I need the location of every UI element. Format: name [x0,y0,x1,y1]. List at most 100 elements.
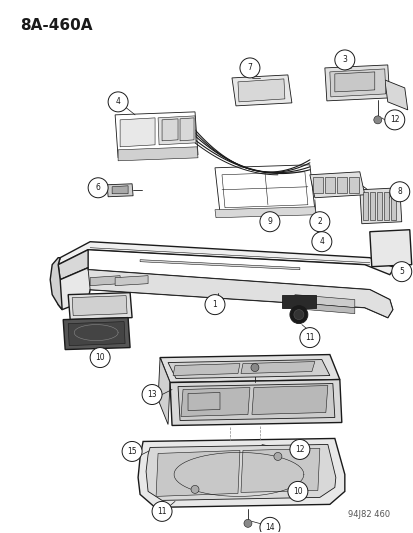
Polygon shape [237,79,284,102]
Polygon shape [180,118,194,141]
Circle shape [389,182,409,202]
Circle shape [299,328,319,348]
Text: 11: 11 [304,333,314,342]
Text: 12: 12 [294,445,304,454]
Circle shape [259,518,279,533]
Polygon shape [140,260,299,270]
Polygon shape [178,384,334,421]
Polygon shape [173,364,240,376]
Polygon shape [312,177,322,193]
Circle shape [90,348,110,368]
Circle shape [289,305,307,324]
Polygon shape [359,188,401,224]
Polygon shape [120,118,155,147]
Polygon shape [334,72,374,92]
Polygon shape [348,177,358,193]
Polygon shape [138,439,344,507]
Polygon shape [294,295,354,308]
Polygon shape [369,192,374,220]
Circle shape [311,232,331,252]
Polygon shape [90,276,120,286]
Circle shape [259,212,279,232]
Polygon shape [384,80,407,110]
Polygon shape [107,184,133,197]
Polygon shape [294,303,354,313]
Text: 1: 1 [212,300,217,309]
Circle shape [289,440,309,459]
Circle shape [384,110,404,130]
Text: 10: 10 [292,487,302,496]
Polygon shape [118,147,197,161]
Polygon shape [58,249,88,280]
Text: 11: 11 [157,507,166,516]
Polygon shape [240,361,314,374]
Polygon shape [231,75,291,106]
Text: 94J82 460: 94J82 460 [347,511,389,519]
Polygon shape [146,445,335,500]
Circle shape [391,262,411,281]
Circle shape [243,519,252,527]
Circle shape [240,58,259,78]
Text: 8A-460A: 8A-460A [20,18,93,33]
Polygon shape [58,268,392,318]
Polygon shape [168,360,329,378]
Polygon shape [376,192,381,220]
Polygon shape [383,192,388,220]
Circle shape [152,502,172,521]
Text: 4: 4 [115,98,120,107]
Circle shape [334,50,354,70]
Circle shape [108,92,128,112]
Polygon shape [214,207,315,218]
Text: 8: 8 [396,187,401,196]
Polygon shape [72,296,127,316]
Text: 5: 5 [399,267,403,276]
Circle shape [142,384,161,405]
Polygon shape [112,186,128,194]
Text: 6: 6 [95,183,100,192]
Polygon shape [309,172,364,198]
Polygon shape [170,379,341,425]
Text: 10: 10 [95,353,104,362]
Polygon shape [161,119,178,141]
Polygon shape [324,65,389,101]
Polygon shape [68,321,125,345]
Circle shape [122,441,142,462]
Polygon shape [158,358,170,424]
Text: 7: 7 [247,63,252,72]
Polygon shape [63,318,130,350]
Text: 9: 9 [267,217,272,226]
Text: 14: 14 [264,523,274,532]
Polygon shape [329,69,385,97]
Circle shape [204,295,224,314]
Circle shape [287,481,307,502]
Polygon shape [158,116,195,145]
Text: 12: 12 [389,115,399,124]
Polygon shape [180,387,249,416]
Polygon shape [336,177,346,193]
Circle shape [190,486,199,494]
Polygon shape [68,293,132,320]
Circle shape [293,310,303,320]
Circle shape [88,178,108,198]
Text: 2: 2 [317,217,321,226]
Text: 13: 13 [147,390,157,399]
Text: 4: 4 [319,237,323,246]
Circle shape [309,212,329,232]
Polygon shape [88,270,392,318]
Text: 15: 15 [127,447,137,456]
Polygon shape [115,276,148,286]
Polygon shape [156,450,240,496]
Polygon shape [240,448,319,492]
Circle shape [273,453,281,461]
Text: 3: 3 [342,55,347,64]
Polygon shape [362,192,367,220]
Polygon shape [324,177,334,193]
Polygon shape [160,354,339,383]
Polygon shape [58,241,394,274]
Polygon shape [369,230,411,266]
Circle shape [250,364,258,372]
Circle shape [373,116,381,124]
Polygon shape [50,257,62,310]
Polygon shape [390,192,395,220]
Polygon shape [281,295,315,308]
